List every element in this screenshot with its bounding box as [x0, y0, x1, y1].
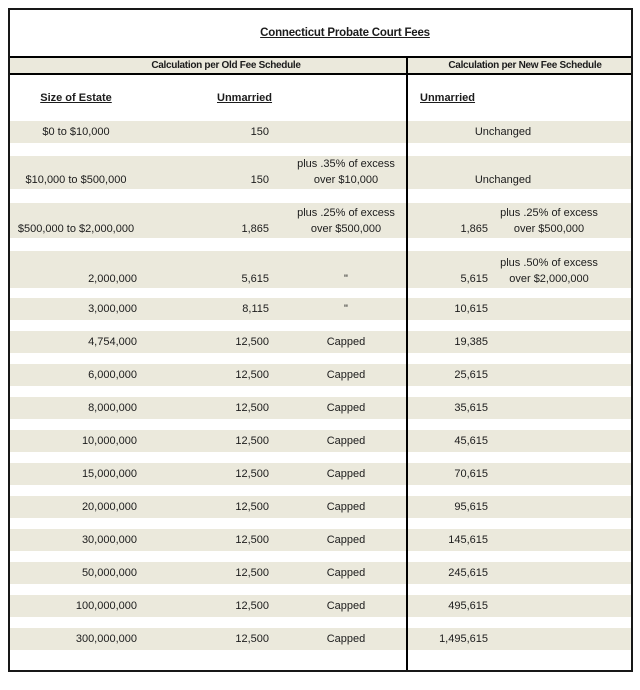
fee-row: 3,000,000 8,115 " 10,615 [10, 298, 631, 320]
row-line-1: plus .35% of excess [10, 156, 631, 172]
estate-size-cell: 4,754,000 [88, 336, 137, 348]
estate-size-cell: $500,000 to $2,000,000 [17, 223, 135, 235]
new-fee-cell: 25,615 [454, 369, 488, 381]
old-fee-cell: 12,500 [235, 633, 269, 645]
title-row: Connecticut Probate Court Fees [10, 10, 631, 56]
fee-row: 15,000,000 12,500 Capped 70,615 [10, 463, 631, 485]
old-fee-cell: 150 [250, 126, 269, 138]
estate-size-cell: 15,000,000 [81, 468, 137, 480]
section-header-band: Calculation per Old Fee Schedule Calcula… [10, 56, 631, 75]
estate-size-cell: $0 to $10,000 [42, 126, 110, 138]
fee-row: 50,000,000 12,500 Capped 245,615 [10, 562, 631, 584]
old-note-cell: over $500,000 [310, 223, 382, 235]
new-note-cell: over $2,000,000 [509, 273, 589, 285]
estate-size-cell: 8,000,000 [88, 402, 137, 414]
estate-size-cell: 20,000,000 [81, 501, 137, 513]
old-note-cell: " [344, 273, 348, 285]
new-note-cell: plus .50% of excess [500, 257, 598, 269]
new-fee-cell: 495,615 [448, 600, 488, 612]
old-fee-cell: 12,500 [235, 501, 269, 513]
old-fee-cell: 150 [250, 174, 269, 186]
old-schedule-header: Calculation per Old Fee Schedule [151, 60, 301, 71]
new-schedule-header: Calculation per New Fee Schedule [448, 60, 602, 71]
column-divider [406, 56, 408, 670]
old-fee-cell: 12,500 [235, 402, 269, 414]
row-line-2: $10,000 to $500,000 150 over $10,000 Unc… [10, 172, 631, 188]
new-fee-cell: 95,615 [454, 501, 488, 513]
old-fee-cell: 12,500 [235, 435, 269, 447]
page-title: Connecticut Probate Court Fees [260, 27, 430, 39]
old-note-cell: Capped [326, 369, 366, 381]
fee-row: 100,000,000 12,500 Capped 495,615 [10, 595, 631, 617]
fee-row: $0 to $10,000 150 Unchanged [10, 121, 631, 143]
old-fee-cell: 12,500 [235, 336, 269, 348]
new-fee-cell: 19,385 [454, 336, 488, 348]
new-fee-cell: 35,615 [454, 402, 488, 414]
old-note-cell: " [344, 303, 348, 315]
estate-size-cell: 300,000,000 [75, 633, 137, 645]
old-fee-cell: 12,500 [235, 468, 269, 480]
old-note-cell: over $10,000 [313, 174, 379, 186]
old-note-cell: Capped [326, 402, 366, 414]
old-fee-cell: 12,500 [235, 369, 269, 381]
old-note-cell: plus .25% of excess [297, 207, 395, 219]
fee-row: 10,000,000 12,500 Capped 45,615 [10, 430, 631, 452]
estate-size-cell: 50,000,000 [81, 567, 137, 579]
old-fee-cell: 12,500 [235, 600, 269, 612]
estate-size-cell: 3,000,000 [88, 303, 137, 315]
fee-row: 30,000,000 12,500 Capped 145,615 [10, 529, 631, 551]
new-note-cell: over $500,000 [513, 223, 585, 235]
new-fee-cell: 5,615 [460, 273, 488, 285]
new-note-cell: plus .25% of excess [500, 207, 598, 219]
old-note-cell: Capped [326, 468, 366, 480]
fee-row: plus .35% of excess $10,000 to $500,000 … [10, 156, 631, 189]
fee-row: 6,000,000 12,500 Capped 25,615 [10, 364, 631, 386]
fee-row: plus .25% of excess plus .25% of excess … [10, 203, 631, 238]
old-note-cell: Capped [326, 534, 366, 546]
fee-row: 300,000,000 12,500 Capped 1,495,615 [10, 628, 631, 650]
new-fee-cell: 1,865 [460, 223, 488, 235]
size-of-estate-header: Size of Estate [40, 92, 112, 104]
row-line-1: plus .25% of excess plus .25% of excess [10, 205, 631, 221]
unchanged-cell: Unchanged [474, 174, 532, 186]
unchanged-cell: Unchanged [474, 126, 532, 138]
old-note-cell: Capped [326, 600, 366, 612]
fee-row: plus .50% of excess 2,000,000 5,615 " 5,… [10, 251, 631, 288]
estate-size-cell: 2,000,000 [88, 273, 137, 285]
estate-size-cell: $10,000 to $500,000 [25, 174, 127, 186]
new-fee-cell: 70,615 [454, 468, 488, 480]
probate-fees-table: Connecticut Probate Court Fees Calculati… [8, 8, 633, 672]
column-headers-row: Size of Estate Unmarried Unmarried [10, 75, 631, 121]
fee-row: 8,000,000 12,500 Capped 35,615 [10, 397, 631, 419]
fee-row: 4,754,000 12,500 Capped 19,385 [10, 331, 631, 353]
row-line-1: plus .50% of excess [10, 255, 631, 271]
new-fee-cell: 1,495,615 [439, 633, 488, 645]
old-note-cell: Capped [326, 567, 366, 579]
row-line-2: 2,000,000 5,615 " 5,615 over $2,000,000 [10, 271, 631, 287]
estate-size-cell: 100,000,000 [75, 600, 137, 612]
new-fee-cell: 45,615 [454, 435, 488, 447]
old-note-cell: Capped [326, 501, 366, 513]
old-note-cell: plus .35% of excess [297, 158, 395, 170]
new-unmarried-header: Unmarried [420, 92, 476, 104]
estate-size-cell: 30,000,000 [81, 534, 137, 546]
old-note-cell: Capped [326, 336, 366, 348]
estate-size-cell: 10,000,000 [81, 435, 137, 447]
estate-size-cell: 6,000,000 [88, 369, 137, 381]
fee-row: 20,000,000 12,500 Capped 95,615 [10, 496, 631, 518]
new-fee-cell: 145,615 [448, 534, 488, 546]
rows-area: $0 to $10,000 150 Unchanged plus .35% of… [10, 121, 631, 650]
old-fee-cell: 12,500 [235, 567, 269, 579]
old-unmarried-header: Unmarried [217, 92, 273, 104]
row-line-2: $500,000 to $2,000,000 1,865 over $500,0… [10, 221, 631, 237]
old-fee-cell: 5,615 [241, 273, 269, 285]
old-note-cell: Capped [326, 633, 366, 645]
new-fee-cell: 245,615 [448, 567, 488, 579]
old-fee-cell: 8,115 [242, 303, 269, 315]
new-fee-cell: 10,615 [454, 303, 488, 315]
old-note-cell: Capped [326, 435, 366, 447]
old-fee-cell: 1,865 [241, 223, 269, 235]
old-fee-cell: 12,500 [235, 534, 269, 546]
